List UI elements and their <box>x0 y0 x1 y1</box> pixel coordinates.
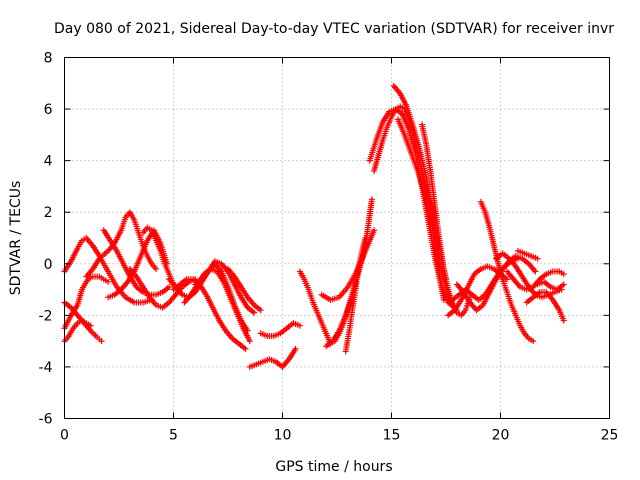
marks-layer <box>61 82 567 370</box>
x-tick-label: 15 <box>383 428 401 444</box>
data-point <box>257 307 264 314</box>
y-tick-label: 4 <box>44 154 53 170</box>
y-tick-label: 6 <box>44 102 53 118</box>
data-point <box>105 278 112 285</box>
data-point <box>532 268 539 275</box>
y-tick-label: 8 <box>44 51 53 67</box>
x-tick-label: 20 <box>492 428 510 444</box>
x-tick-label: 0 <box>60 428 69 444</box>
y-axis-title: SDTVAR / TECUs <box>8 181 24 296</box>
data-point <box>246 338 253 345</box>
y-tick-label: -4 <box>39 360 53 376</box>
data-point <box>353 278 360 285</box>
x-tick-label: 5 <box>169 428 178 444</box>
data-point <box>534 255 541 262</box>
data-point <box>371 227 378 234</box>
data-point <box>560 271 567 278</box>
data-point <box>368 196 375 203</box>
y-tick-label: 2 <box>44 205 53 221</box>
data-point <box>251 309 258 316</box>
data-point <box>440 296 447 303</box>
x-axis-title: GPS time / hours <box>275 459 392 475</box>
data-point <box>560 281 567 288</box>
data-point <box>560 317 567 324</box>
data-point <box>166 283 173 290</box>
y-tick-label: 0 <box>44 257 53 273</box>
x-tick-label: 10 <box>274 428 292 444</box>
data-point <box>296 322 303 329</box>
plot-frame <box>64 57 610 419</box>
data-point <box>153 265 160 272</box>
chart-title: Day 080 of 2021, Sidereal Day-to-day VTE… <box>54 21 614 37</box>
data-point <box>530 338 537 345</box>
y-tick-label: -2 <box>39 308 53 324</box>
data-point <box>98 338 105 345</box>
data-point <box>292 345 299 352</box>
grid-layer <box>64 57 610 419</box>
x-tick-label: 25 <box>601 428 619 444</box>
ticks-layer: 0 5 10 15 20 25 -6 -4 -2 0 2 4 6 8 <box>39 51 619 444</box>
y-tick-label: -6 <box>39 412 53 428</box>
data-point <box>242 345 249 352</box>
data-point <box>87 322 94 329</box>
